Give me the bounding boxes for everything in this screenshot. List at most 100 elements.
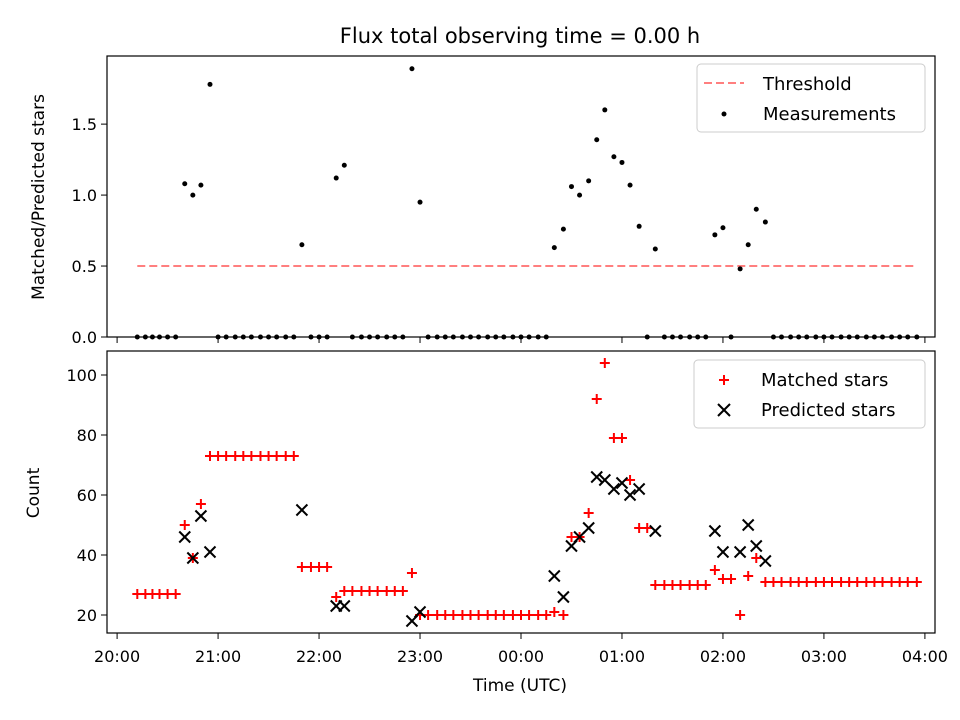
predicted-star-point [203,545,217,559]
matched-star-point [473,610,484,620]
measurement-point [905,334,911,340]
measurement-point [804,334,810,340]
predicted-mark-b [741,518,755,532]
measurement-point [316,334,322,340]
top-legend-box [696,63,926,133]
measurement-point [745,242,751,248]
matched-star-point [271,451,282,461]
predicted-mark-b [607,482,621,496]
top-y-tick-label: 1.5 [72,115,97,134]
measurement-point [341,162,347,168]
predicted-mark-b [750,539,763,553]
predicted-star-point [295,503,309,517]
measurement-point [821,334,827,340]
matched-star-point [347,586,358,596]
top-data-marks [134,66,920,340]
measurement-point [551,245,557,251]
predicted-star-point [582,521,595,535]
measurement-point [594,137,600,143]
predicted-mark-b [186,551,200,565]
measurement-point [142,334,148,340]
bottom-panel: 20 40 60 80 100 20:00 21:00 22:00 23:00 00:00 01:0… [24,350,948,696]
matched-star-point [583,508,594,518]
measurement-point [813,334,819,340]
matched-star-point [616,433,627,443]
top-axis-ticks: 0.0 0.5 1.0 1.5 [72,115,926,347]
measurement-point [678,334,684,340]
measurement-point [149,334,155,340]
predicted-mark-b [590,470,603,484]
measurement-point [182,181,188,187]
bottom-y-tick-label: 40 [77,546,97,565]
matched-star-point [372,586,383,596]
matched-star-point [743,571,754,581]
measurement-point [358,334,364,340]
measurement-point [232,334,238,340]
predicted-mark-b [194,509,208,523]
measurement-point [854,334,860,340]
measurement-point [627,182,633,188]
measurement-point [568,184,574,190]
measurement-point [190,192,196,198]
predicted-mark-b [632,482,646,496]
measurement-point [644,334,650,340]
x-tick-label: 00:00 [498,647,544,666]
matched-star-point [642,523,653,533]
matched-star-point [591,394,602,404]
predicted-star-point [615,476,629,490]
matched-star-point [877,577,888,587]
matched-star-point [524,610,535,620]
top-panel: 0.0 0.5 1.0 1.5 Matched/Predicted stars Thr… [29,55,936,347]
measurement-point [134,334,140,340]
measurement-point [543,334,549,340]
matched-star-point [558,610,569,620]
measurement-point [720,225,726,231]
predicted-star-point [750,539,763,553]
matched-star-point [827,577,838,587]
measurement-point [274,334,280,340]
bottom-y-tick-label: 60 [77,486,97,505]
predicted-star-point [548,569,561,583]
x-tick-label: 02:00 [700,647,746,666]
measurement-point [291,334,297,340]
x-tick-label: 20:00 [94,647,140,666]
measurement-point [257,334,263,340]
measurement-point [863,334,869,340]
matched-star-point [288,451,299,461]
predicted-mark-b [548,569,561,583]
measurement-point [392,334,398,340]
matched-star-point [448,610,459,620]
legend-measurements-swatch [721,111,727,117]
predicted-star-point [708,524,722,538]
bottom-y-tick-label: 80 [77,426,97,445]
measurement-point [207,81,213,87]
predicted-star-point [194,509,208,523]
measurement-point [223,334,229,340]
measurement-point [728,334,734,340]
matched-star-point [700,580,711,590]
measurement-point [450,334,456,340]
matched-star-point [709,565,720,575]
bottom-axis-ticks: 20 40 60 80 100 20:00 21:00 22:00 23:00 00:00 01:0… [66,366,948,666]
matched-star-point [498,610,509,620]
matched-star-point [625,475,636,485]
matched-star-point [801,577,812,587]
x-tick-label: 01:00 [599,647,645,666]
matched-star-point [776,577,787,587]
measurement-point [788,334,794,340]
matched-star-point [322,562,333,572]
legend-predicted-swatch [717,403,731,417]
measurement-point [493,334,499,340]
bottom-legend: Matched stars Predicted stars [693,359,926,429]
measurement-point [652,246,658,252]
measurement-point [779,334,785,340]
measurement-point [266,334,272,340]
predicted-mark-b [203,545,217,559]
matched-star-point [735,610,746,620]
predicted-mark-b [178,530,191,544]
matched-star-point [179,520,190,530]
predicted-star-point [741,518,755,532]
predicted-star-point [590,470,603,484]
predicted-mark-b [557,590,570,604]
matched-star-point [397,586,408,596]
